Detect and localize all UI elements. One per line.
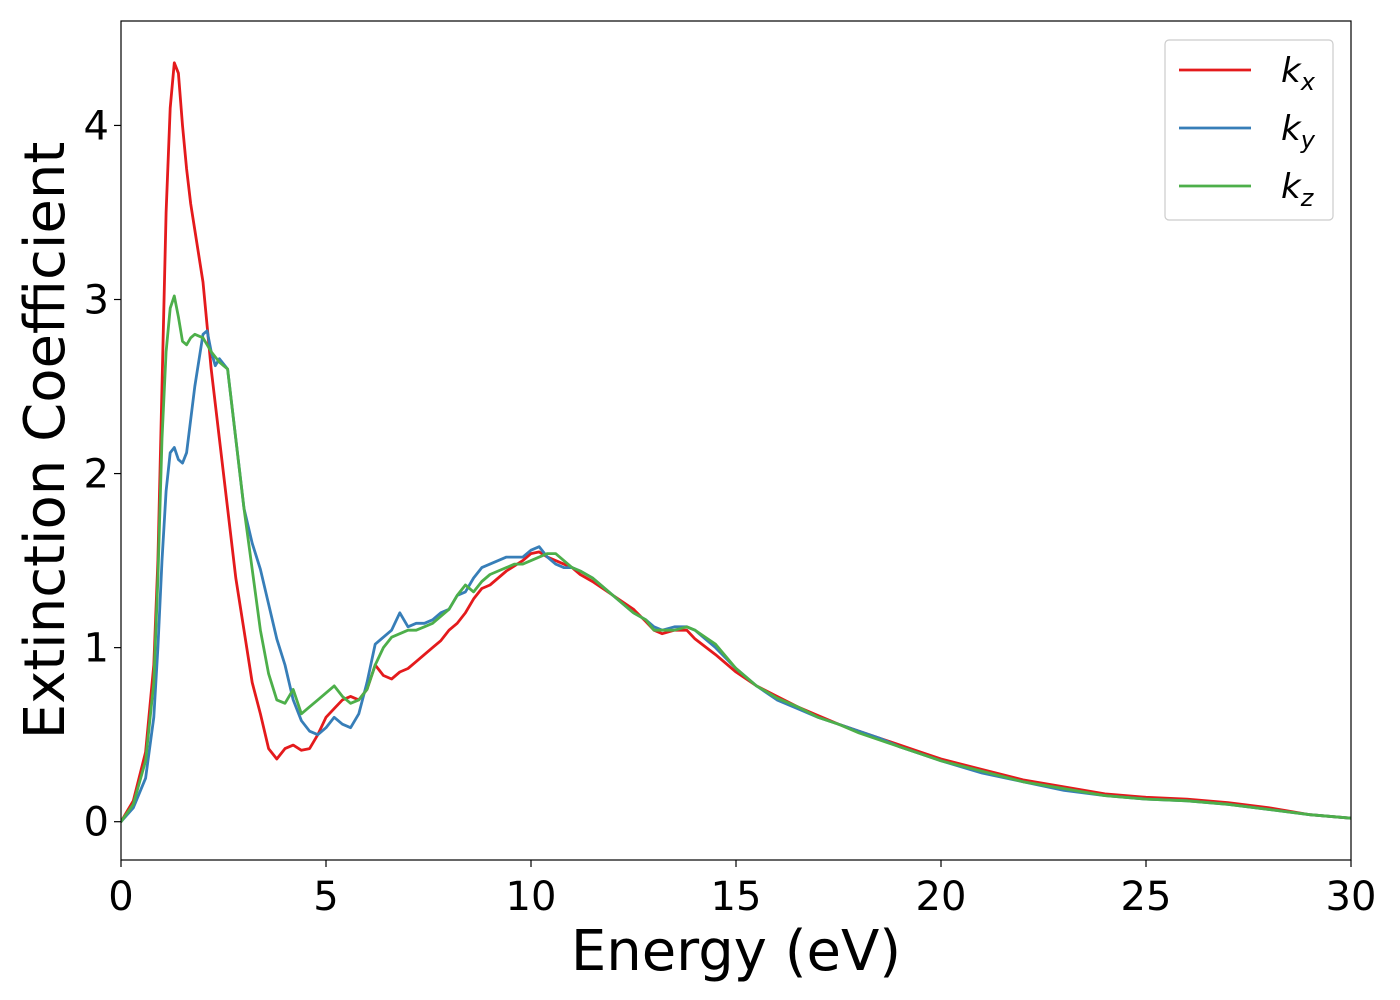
legend-box	[1164, 39, 1334, 221]
y-tick-label: 4	[84, 103, 109, 149]
x-tick-label: 20	[916, 874, 967, 920]
x-tick-label: 25	[1121, 874, 1172, 920]
legend: kx ky kz	[1164, 39, 1334, 221]
y-tick-label: 3	[84, 278, 109, 324]
series-layer	[121, 61, 1351, 824]
x-tick-label: 0	[108, 874, 133, 920]
x-axis-title: Energy (eV)	[571, 919, 901, 984]
y-axis: 0 1 2 3 4	[84, 103, 121, 846]
y-tick-label: 0	[84, 800, 109, 846]
x-tick-label: 15	[711, 874, 762, 920]
x-tick-label: 10	[506, 874, 557, 920]
legend-label-y: ky	[1281, 109, 1316, 154]
x-axis: 0 5 10 15 20 25 30	[108, 860, 1376, 920]
y-axis-title: Extinction Coefficient	[13, 142, 78, 740]
legend-label-z: kz	[1281, 167, 1315, 212]
legend-label-x: kx	[1281, 51, 1316, 96]
y-tick-label: 1	[84, 626, 109, 672]
x-tick-label: 5	[313, 874, 338, 920]
y-tick-label: 2	[84, 452, 109, 498]
x-tick-label: 30	[1326, 874, 1377, 920]
series-line-z	[121, 294, 1351, 824]
